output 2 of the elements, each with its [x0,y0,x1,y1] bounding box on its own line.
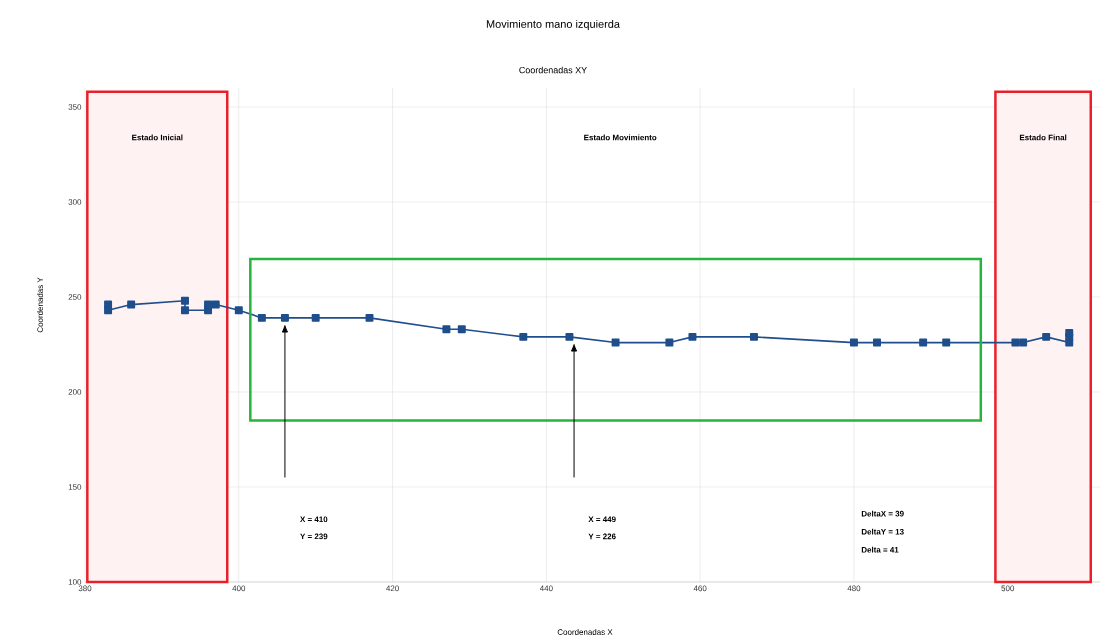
chart-title: Movimiento mano izquierda [486,19,620,31]
chart-subtitle: Coordenadas XY [519,66,587,74]
